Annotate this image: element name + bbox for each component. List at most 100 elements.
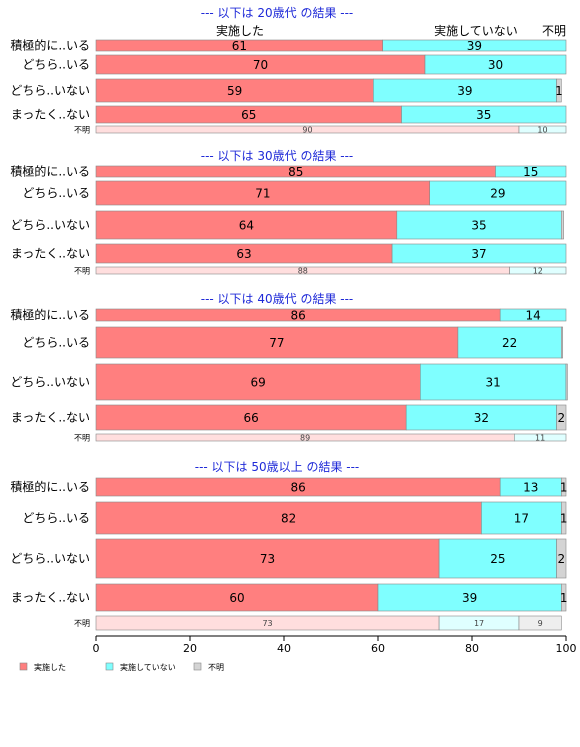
bar-row-segment-1 <box>95 538 440 579</box>
bar-row-segment-3 <box>560 583 567 612</box>
panel-title: --- 以下は 20歳代 の結果 --- <box>201 6 354 20</box>
bar-row-value-label: 2 <box>557 552 565 566</box>
bar-row-value-label: 64 <box>239 218 254 232</box>
bar-row-value-label: 1 <box>560 591 568 605</box>
legend-swatch <box>105 662 114 671</box>
bar-row-segment-1 <box>95 326 459 359</box>
unknown-row-value-label: 11 <box>535 433 545 442</box>
unknown-row-label: 不明 <box>74 266 90 275</box>
x-tick-label: 20 <box>183 642 197 655</box>
bar-row-label: どちら..いない <box>10 84 90 98</box>
x-tick-label: 80 <box>465 642 479 655</box>
unknown-row-value-label: 73 <box>262 619 272 628</box>
bar-row-segment-2 <box>499 308 567 322</box>
unknown-row-segment-2 <box>518 125 567 134</box>
bar-row-value-label: 32 <box>474 411 489 425</box>
bar-row-value-label: 73 <box>260 552 275 566</box>
bar-row-value-label: 1 <box>560 480 568 494</box>
bar-row-value-label: 29 <box>490 186 505 200</box>
bar-row-value-label: 70 <box>253 58 268 72</box>
bar-row-value-label: 22 <box>502 336 517 350</box>
bar-row-segment-2 <box>396 210 562 240</box>
bar-row-label: どちら..いない <box>10 552 90 566</box>
bar-row-value-label: 25 <box>490 552 505 566</box>
bar-row-value-label: 82 <box>281 511 296 525</box>
bar-row-label: どちら..いる <box>22 58 90 72</box>
bar-row-segment-3 <box>560 326 564 359</box>
unknown-row-value-label: 17 <box>474 619 484 628</box>
bar-row-segment-2 <box>401 105 567 124</box>
panel-title: --- 以下は 50歳以上 の結果 --- <box>195 460 360 474</box>
bar-row-label: どちら..いる <box>22 336 90 350</box>
bar-row-label: 積極的に..いる <box>10 307 90 322</box>
bar-row-value-label: 2 <box>557 411 565 425</box>
bar-row-label: 積極的に..いる <box>10 479 90 494</box>
bar-row-segment-1 <box>95 583 379 612</box>
bar-row-segment-2 <box>419 363 567 401</box>
unknown-row-value-label: 90 <box>302 125 312 134</box>
bar-row-value-label: 65 <box>241 108 256 122</box>
bar-row-segment-3 <box>565 363 568 401</box>
column-header: 実施した <box>216 23 264 38</box>
bar-row-segment-2 <box>495 165 567 178</box>
bar-row-segment-3 <box>556 78 562 103</box>
bar-row-value-label: 39 <box>462 591 477 605</box>
bar-row-segment-3 <box>560 210 564 240</box>
bar-row-value-label: 17 <box>514 511 529 525</box>
x-tick-label: 40 <box>277 642 291 655</box>
bar-row-value-label: 86 <box>290 480 305 494</box>
bar-row-value-label: 35 <box>476 108 491 122</box>
bar-row-value-label: 63 <box>236 247 251 261</box>
bar-row-value-label: 77 <box>269 336 284 350</box>
unknown-row-segment-2 <box>513 433 567 442</box>
bar-row-label: 積極的に..いる <box>10 38 90 53</box>
bar-row-value-label: 1 <box>560 511 568 525</box>
unknown-row-value-label: 10 <box>537 125 547 134</box>
unknown-row-label: 不明 <box>74 433 90 442</box>
x-tick-label: 100 <box>556 642 577 655</box>
unknown-row-label: 不明 <box>74 619 90 628</box>
bar-row-segment-2 <box>391 243 567 264</box>
x-tick-label: 0 <box>93 642 100 655</box>
bar-row-label: どちら..いない <box>10 218 90 232</box>
bar-row-segment-3 <box>560 477 567 497</box>
bar-row-value-label: 13 <box>523 480 538 494</box>
bar-row-value-label: 14 <box>525 308 540 322</box>
unknown-row-label: 不明 <box>74 125 90 134</box>
bar-row-label: どちら..いる <box>22 186 90 200</box>
bar-row-segment-2 <box>382 39 567 52</box>
column-header: 不明 <box>542 24 566 38</box>
bar-row-value-label: 59 <box>227 84 242 98</box>
bar-row-value-label: 85 <box>288 165 303 179</box>
unknown-row-segment-2 <box>509 266 567 275</box>
unknown-row-value-label: 9 <box>538 619 543 628</box>
bar-row-value-label: 61 <box>232 39 247 53</box>
panel-title: --- 以下は 40歳代 の結果 --- <box>201 292 354 306</box>
bar-row-segment-1 <box>95 404 407 431</box>
bar-row-value-label: 39 <box>457 84 472 98</box>
bar-row-value-label: 35 <box>471 218 486 232</box>
bar-row-segment-1 <box>95 501 482 535</box>
legend-label: 実施していない <box>120 662 176 672</box>
legend-label: 不明 <box>208 663 224 672</box>
bar-row-value-label: 39 <box>467 39 482 53</box>
legend-swatch <box>19 662 28 671</box>
bar-row-label: どちら..いる <box>22 511 90 525</box>
unknown-row-segment-3 <box>518 615 562 631</box>
bar-row-value-label: 86 <box>290 308 305 322</box>
bar-row-label: まったく..ない <box>11 108 90 122</box>
bar-row-value-label: 66 <box>243 411 258 425</box>
unknown-row-value-label: 88 <box>298 266 308 275</box>
bar-row-label: まったく..ない <box>11 247 90 261</box>
bar-row-segment-2 <box>429 180 567 206</box>
unknown-row-value-label: 12 <box>533 266 543 275</box>
bar-row-segment-2 <box>481 501 562 535</box>
bar-row-value-label: 31 <box>486 375 501 389</box>
x-tick-label: 60 <box>371 642 385 655</box>
unknown-row-value-label: 89 <box>300 433 310 442</box>
bar-row-value-label: 30 <box>488 58 503 72</box>
legend-label: 実施した <box>34 662 66 672</box>
bar-row-segment-1 <box>95 210 398 240</box>
bar-row-segment-2 <box>377 583 562 612</box>
